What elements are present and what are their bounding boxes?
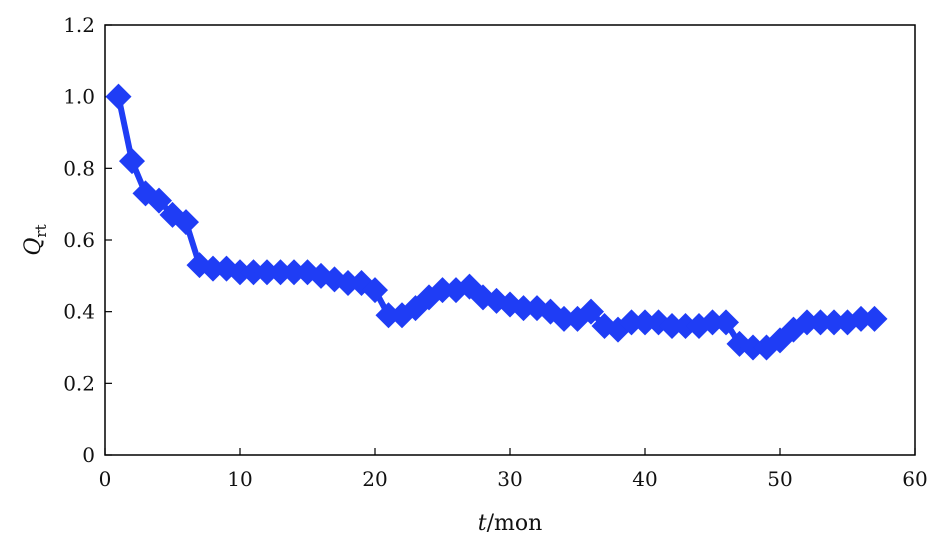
- plot-area-frame: [104, 24, 916, 456]
- y-tick-label: 0.6: [63, 228, 95, 252]
- x-tick-label: 40: [632, 467, 657, 491]
- x-tick-label: 20: [362, 467, 387, 491]
- y-axis-title: Qrt: [21, 224, 50, 255]
- data-point: [807, 309, 834, 336]
- x-axis-unit: /mon: [487, 511, 543, 536]
- x-tick-label: 10: [227, 467, 252, 491]
- data-point: [740, 334, 766, 361]
- data-point: [429, 277, 456, 304]
- data-point: [105, 83, 132, 110]
- data-point: [578, 298, 604, 325]
- data-point: [618, 309, 645, 336]
- data-point: [794, 309, 820, 336]
- x-axis-title: t/mon: [478, 511, 543, 536]
- data-point: [713, 309, 739, 336]
- data-point: [254, 259, 280, 286]
- y-tick-label: 0.4: [63, 300, 95, 324]
- data-point: [699, 309, 726, 336]
- y-tick-label: 1.2: [63, 13, 95, 37]
- data-point: [551, 305, 577, 332]
- data-point: [173, 209, 199, 236]
- x-axis-ticks: 0 10 20 30 40 50 60: [99, 448, 928, 491]
- x-tick-label: 60: [902, 467, 927, 491]
- data-point: [510, 295, 537, 322]
- series-layer: [105, 83, 888, 361]
- y-axis-ticks: 0 0.2 0.4 0.6 0.8 1.0 1.2: [63, 13, 112, 467]
- data-point: [821, 309, 847, 336]
- data-point: [362, 277, 388, 304]
- data-point: [375, 302, 402, 329]
- x-tick-label: 50: [767, 467, 792, 491]
- data-point: [146, 187, 172, 214]
- data-point: [632, 309, 658, 336]
- data-point: [200, 255, 226, 282]
- x-axis-variable: t: [478, 511, 487, 536]
- data-point: [335, 270, 361, 296]
- x-tick-label: 0: [99, 467, 112, 491]
- y-axis-variable: Q: [21, 238, 46, 256]
- y-tick-label: 1.0: [63, 85, 95, 109]
- data-point: [267, 259, 294, 286]
- x-tick-label: 30: [497, 467, 522, 491]
- y-tick-label: 0: [82, 443, 95, 467]
- data-point: [659, 313, 685, 339]
- y-tick-label: 0.2: [63, 371, 95, 395]
- data-point: [119, 148, 145, 175]
- data-point: [240, 259, 267, 286]
- y-axis-subscript: rt: [32, 224, 50, 237]
- y-tick-label: 0.8: [63, 156, 95, 180]
- data-point: [672, 313, 699, 339]
- data-point: [861, 305, 888, 332]
- data-point: [227, 259, 253, 286]
- data-point: [281, 259, 307, 286]
- data-point: [848, 305, 874, 332]
